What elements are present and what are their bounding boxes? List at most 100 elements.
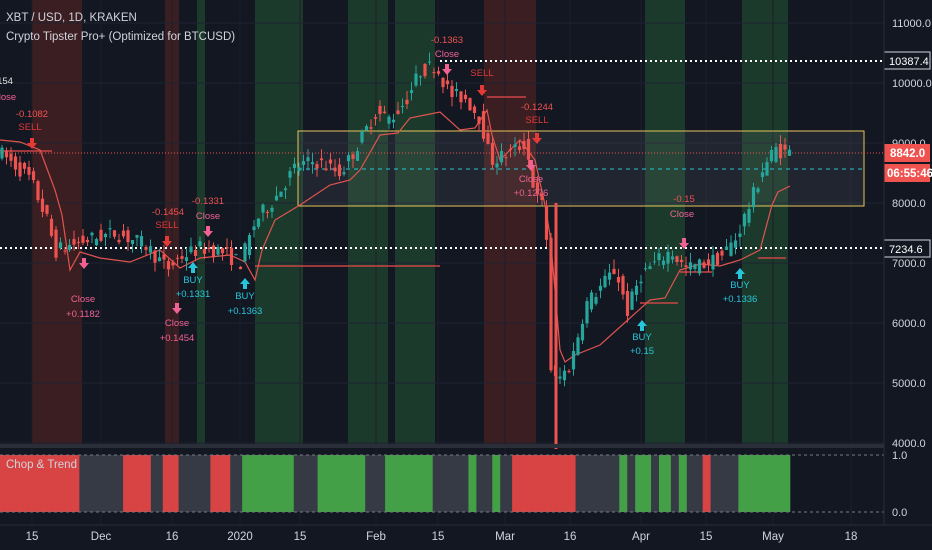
chart-symbol-title[interactable]: XBT / USD, 1D, KRAKEN: [6, 12, 137, 24]
zone-red: [32, 0, 82, 446]
candle-body: [99, 229, 103, 241]
candles: [0, 52, 792, 449]
y-tick-label: 5000.0: [892, 378, 926, 390]
candle-body: [31, 171, 36, 181]
chop-level-0-label: 0.0: [892, 507, 907, 519]
price-axis[interactable]: 11000.010000.09000.08000.07000.06000.050…: [892, 18, 932, 450]
candle-body: [382, 111, 387, 113]
chop-segment-gray: [293, 455, 318, 512]
candle-body: [418, 76, 423, 78]
chop-segment-gray: [178, 455, 211, 512]
candle-body: [616, 276, 621, 283]
candle-body: [18, 162, 22, 177]
candle-body: [94, 239, 99, 246]
signal-label-sell: SELL: [155, 220, 178, 231]
signal-label-value: +0.15: [630, 346, 654, 357]
candle-body: [40, 198, 45, 212]
candle-body: [76, 241, 81, 243]
candle-body: [162, 254, 166, 260]
signal-label-value: -0.1082: [16, 109, 48, 120]
signal-label-close: Close: [670, 209, 694, 220]
candle-body: [513, 144, 517, 148]
chop-segment-green: [738, 455, 791, 512]
candle-body: [652, 261, 657, 263]
candle-body: [171, 262, 175, 266]
candle-body: [207, 247, 211, 250]
candle-body: [630, 291, 634, 310]
candle-body: [688, 262, 693, 270]
candle-body: [414, 73, 418, 86]
candle-body: [265, 211, 270, 213]
zone-green: [255, 0, 303, 446]
signal-label-buy: BUY: [632, 332, 652, 343]
chop-level-1-label: 1.0: [892, 450, 907, 462]
signal-arrow: [27, 138, 37, 149]
trailing-stop-line: [0, 108, 791, 363]
signal-label-value: -0.1363: [431, 35, 463, 46]
candle-body: [306, 157, 310, 162]
candle-body: [324, 168, 328, 171]
candle-body: [765, 162, 769, 176]
countdown-label: 06:55:46: [887, 168, 932, 180]
candle-body: [319, 158, 324, 161]
candle-body: [738, 233, 742, 237]
chop-segment-red: [702, 455, 711, 512]
signal-label-close: Close: [165, 318, 189, 329]
signal-label-close: Close: [435, 49, 459, 60]
candle-body: [310, 162, 315, 165]
x-tick-label: Mar: [495, 531, 515, 543]
candle-body: [85, 239, 90, 243]
chop-segment-gray: [500, 455, 513, 512]
signal-arrow: [79, 258, 89, 269]
time-axis[interactable]: 15 Dec 16 2020 15 Feb 15 Mar 16 Apr 15 May 18: [26, 531, 858, 543]
candle-body: [567, 371, 571, 373]
candle-body: [180, 256, 184, 259]
candle-body: [108, 228, 112, 230]
candle-body: [531, 166, 535, 188]
candle-body: [751, 187, 756, 208]
candle-body: [117, 239, 121, 243]
candle-body: [126, 230, 130, 243]
x-tick-label: 18: [845, 531, 858, 543]
candle-body: [598, 285, 603, 291]
candle-body: [391, 119, 396, 123]
indicator-title[interactable]: Crypto Tipster Pro+ (Optimized for BTCUS…: [6, 31, 235, 43]
candle-body: [256, 218, 261, 227]
signal-arrow: [442, 64, 452, 75]
chop-pane-title[interactable]: Chop & Trend: [6, 459, 77, 471]
candle-body: [279, 191, 283, 197]
x-tick-label: 15: [26, 531, 39, 543]
candle-body: [459, 91, 463, 103]
candle-body: [463, 94, 468, 100]
candle-body: [270, 207, 274, 212]
signal-arrow: [679, 238, 689, 249]
y-tick-label: 10000.0: [892, 78, 932, 90]
zone-bands: [32, 0, 788, 446]
candle-body: [0, 147, 4, 159]
signal-label-value: +0.1276: [514, 188, 549, 199]
candle-body: [22, 162, 27, 169]
signal-arrow: [477, 85, 487, 96]
candle-body: [211, 245, 216, 258]
candle-body: [675, 256, 679, 263]
candle-body: [153, 250, 157, 263]
zone-green: [348, 0, 388, 446]
candle-body: [396, 110, 400, 115]
candle-body: [450, 85, 454, 98]
candle-body: [54, 229, 58, 258]
pane-separator[interactable]: [0, 444, 884, 448]
candle-body: [36, 181, 40, 201]
candle-body: [144, 247, 148, 250]
candle-body: [481, 111, 486, 139]
chop-segment-gray: [686, 455, 703, 512]
candle-body: [378, 105, 382, 115]
candle-body: [405, 99, 409, 105]
candle-body: [369, 127, 373, 129]
signal-label-value: -0.1331: [192, 196, 224, 207]
candle-body: [612, 268, 616, 275]
chop-segment-green: [468, 455, 477, 512]
signal-label-value: -0.1244: [521, 102, 553, 113]
chop-segment-red: [162, 455, 179, 512]
candle-body: [787, 149, 792, 156]
